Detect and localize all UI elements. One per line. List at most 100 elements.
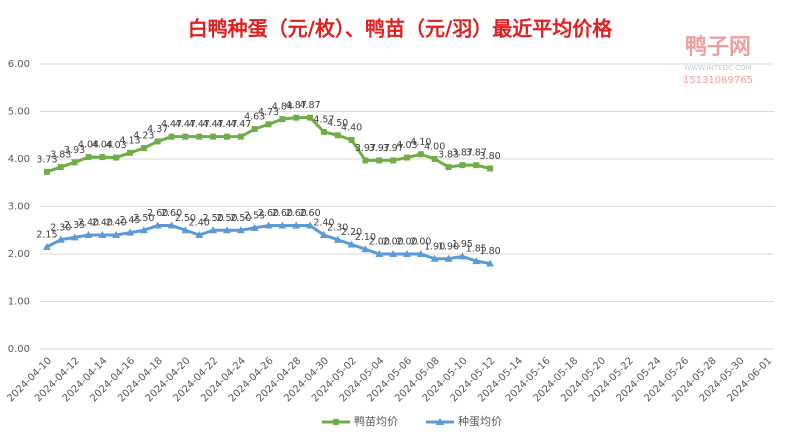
data-label: 2.00 bbox=[396, 237, 417, 248]
data-label: 2.60 bbox=[147, 208, 168, 219]
marker bbox=[403, 250, 411, 257]
marker bbox=[139, 226, 148, 234]
data-label: 2.50 bbox=[230, 213, 251, 224]
data-label: 1.90 bbox=[438, 241, 459, 252]
marker bbox=[376, 157, 383, 164]
legend-marker bbox=[333, 419, 339, 425]
data-label: 4.57 bbox=[313, 114, 334, 125]
marker bbox=[390, 157, 397, 164]
marker bbox=[417, 151, 424, 158]
watermark-name: 鸭子网 bbox=[685, 34, 751, 60]
y-tick-label: 6.00 bbox=[8, 59, 30, 70]
legend: 鸭苗均价 种蛋均价 bbox=[322, 414, 502, 428]
marker bbox=[278, 221, 287, 229]
marker bbox=[444, 254, 453, 262]
marker bbox=[71, 159, 78, 166]
data-label: 4.87 bbox=[299, 100, 320, 111]
marker bbox=[168, 133, 175, 140]
marker bbox=[333, 235, 342, 243]
data-label: 2.45 bbox=[119, 215, 140, 226]
marker bbox=[210, 133, 217, 140]
y-tick-label: 2.00 bbox=[8, 249, 30, 260]
marker bbox=[236, 226, 245, 234]
y-tick-label: 4.00 bbox=[8, 154, 30, 165]
data-label: 1.95 bbox=[452, 239, 473, 250]
data-label: 2.50 bbox=[175, 213, 196, 224]
data-label: 2.60 bbox=[258, 208, 279, 219]
data-label: 4.50 bbox=[327, 118, 348, 129]
watermark-site: WWW.INTEDC.COM bbox=[684, 64, 751, 72]
marker bbox=[292, 221, 301, 229]
marker bbox=[42, 242, 51, 250]
data-label: 2.40 bbox=[189, 218, 210, 229]
data-label: 2.50 bbox=[216, 213, 237, 224]
data-label: 2.40 bbox=[92, 218, 113, 229]
data-label: 2.00 bbox=[383, 237, 404, 248]
data-label: 2.30 bbox=[50, 222, 71, 233]
marker bbox=[181, 226, 190, 234]
marker bbox=[209, 226, 218, 234]
data-label: 4.37 bbox=[147, 124, 168, 135]
data-label: 2.40 bbox=[313, 218, 334, 229]
chart-title: 白鸭种蛋（元/枚）、鸭苗（元/羽）最近平均价格 bbox=[188, 17, 614, 41]
marker bbox=[458, 252, 467, 260]
data-label: 2.55 bbox=[244, 210, 265, 221]
data-label: 3.97 bbox=[355, 143, 376, 154]
data-label: 3.97 bbox=[369, 143, 390, 154]
data-label: 4.10 bbox=[410, 137, 431, 148]
data-label: 2.40 bbox=[78, 218, 99, 229]
marker bbox=[319, 231, 328, 238]
marker bbox=[223, 133, 230, 140]
marker bbox=[416, 250, 425, 257]
legend-marker bbox=[436, 418, 444, 425]
marker bbox=[167, 221, 176, 229]
data-label: 4.63 bbox=[244, 112, 265, 123]
marker bbox=[154, 138, 161, 145]
data-label: 2.30 bbox=[327, 222, 348, 233]
data-label: 4.47 bbox=[175, 119, 196, 130]
marker bbox=[320, 128, 327, 135]
marker bbox=[347, 240, 356, 248]
data-label: 1.80 bbox=[480, 246, 501, 257]
marker bbox=[127, 149, 134, 156]
data-label: 2.40 bbox=[106, 218, 127, 229]
marker bbox=[445, 164, 452, 171]
marker bbox=[472, 257, 481, 265]
data-label: 4.47 bbox=[189, 119, 210, 130]
marker bbox=[196, 133, 203, 140]
y-tick-label: 1.00 bbox=[8, 297, 30, 308]
data-label: 4.03 bbox=[106, 140, 127, 151]
marker bbox=[279, 116, 286, 123]
data-label: 3.73 bbox=[36, 154, 57, 165]
marker bbox=[459, 162, 466, 169]
marker bbox=[430, 254, 439, 262]
marker bbox=[362, 157, 369, 164]
data-label: 3.87 bbox=[466, 148, 487, 159]
data-label: 1.85 bbox=[466, 244, 487, 255]
marker bbox=[361, 245, 370, 253]
marker bbox=[293, 114, 300, 121]
marker bbox=[264, 221, 273, 229]
marker bbox=[334, 132, 341, 139]
data-label: 4.84 bbox=[272, 102, 293, 113]
marker bbox=[112, 231, 121, 238]
legend-label: 鸭苗均价 bbox=[354, 415, 398, 428]
data-label: 2.50 bbox=[203, 213, 224, 224]
data-label: 2.20 bbox=[341, 227, 362, 238]
data-label: 4.04 bbox=[78, 140, 99, 151]
data-label: 4.73 bbox=[258, 107, 279, 118]
data-label: 4.40 bbox=[341, 123, 362, 134]
data-label: 4.00 bbox=[424, 142, 445, 153]
marker bbox=[389, 250, 398, 257]
data-label: 2.50 bbox=[133, 213, 154, 224]
marker bbox=[195, 231, 204, 238]
marker bbox=[98, 231, 107, 238]
data-label: 4.23 bbox=[133, 131, 154, 142]
marker bbox=[126, 228, 135, 236]
marker bbox=[57, 164, 64, 171]
marker bbox=[487, 165, 494, 172]
data-label: 4.47 bbox=[216, 119, 237, 130]
marker bbox=[140, 145, 147, 152]
marker bbox=[404, 154, 410, 161]
